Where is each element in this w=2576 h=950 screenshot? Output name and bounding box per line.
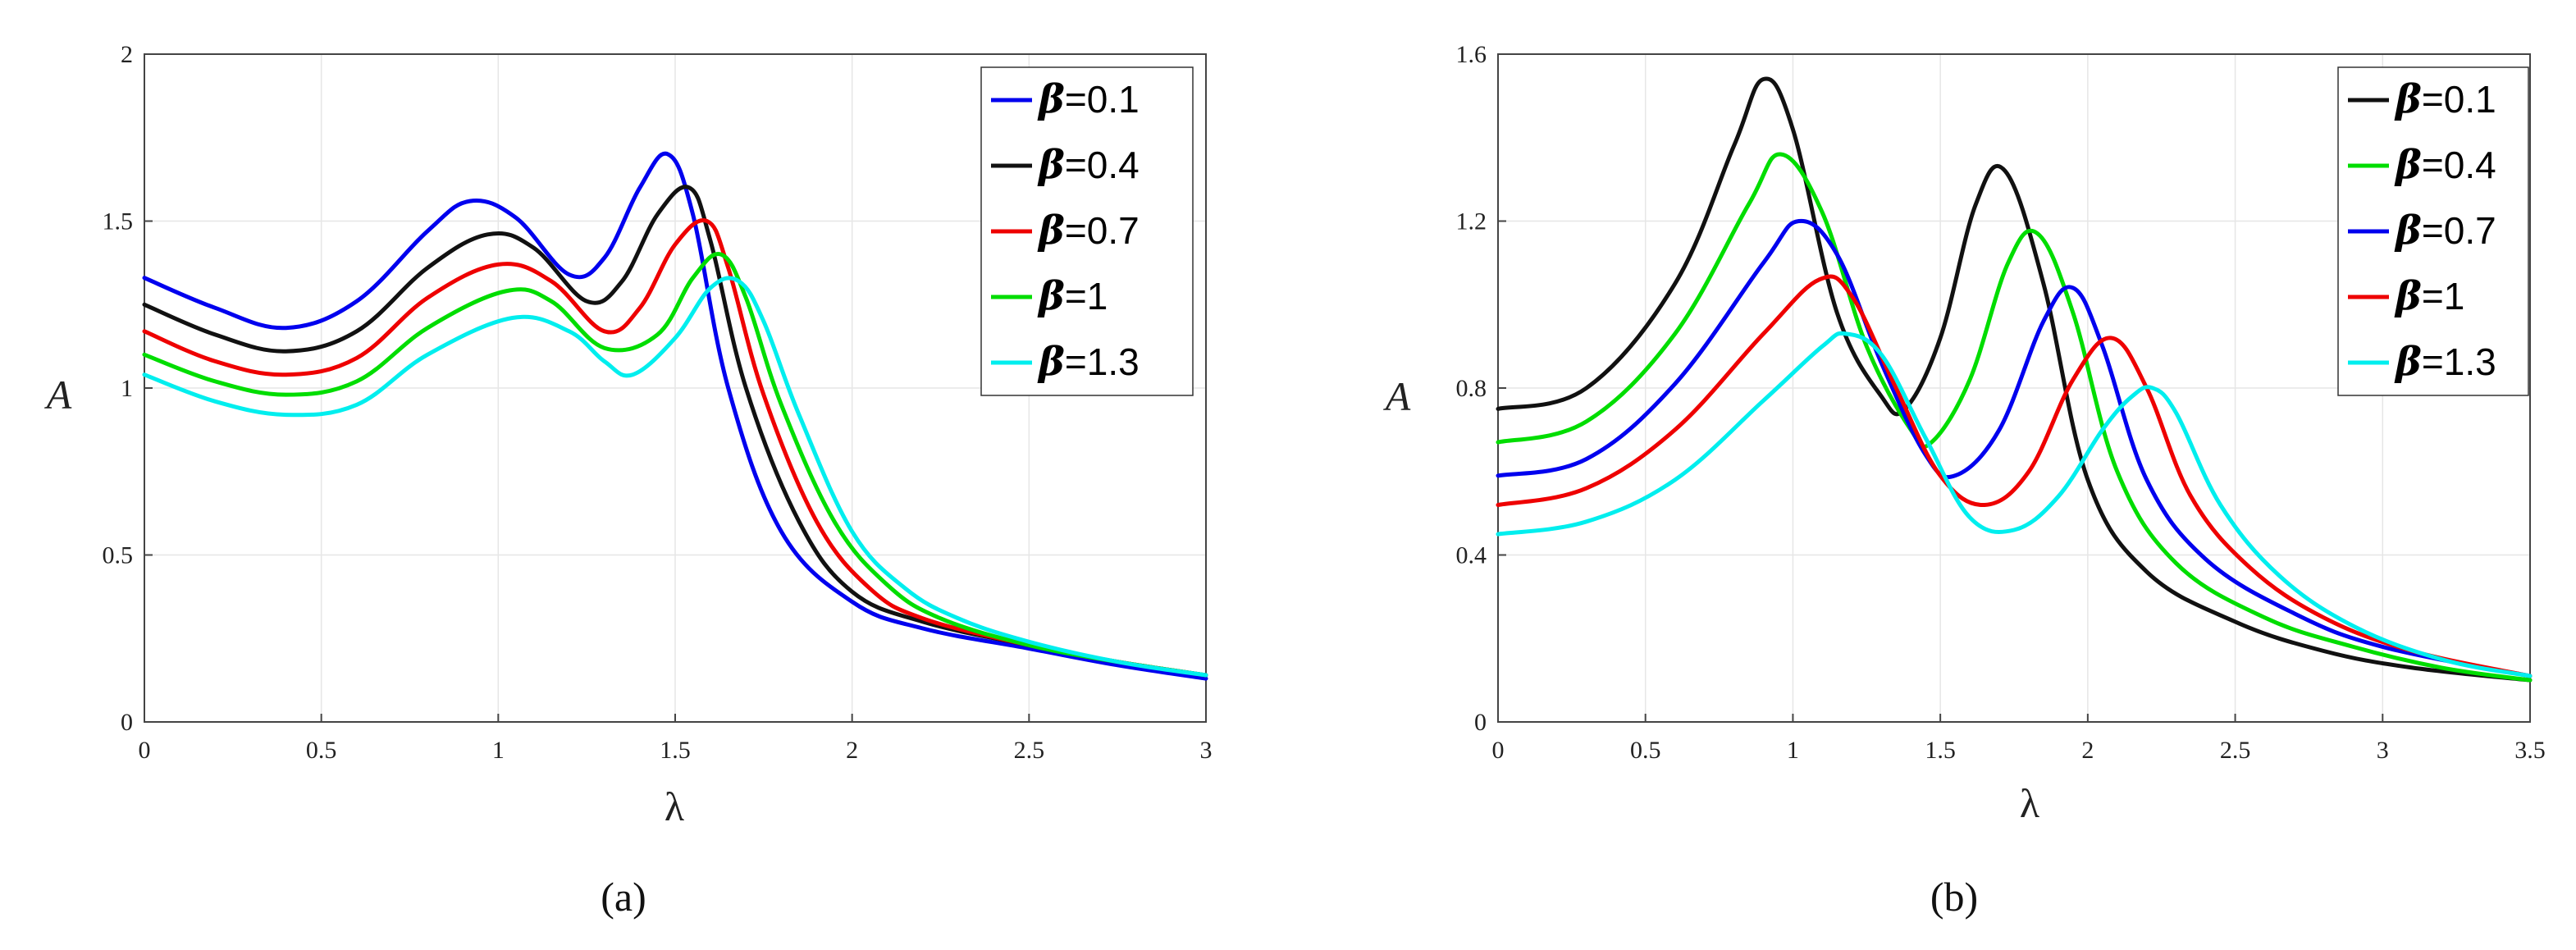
y-tick-label: 0.4	[1456, 542, 1487, 569]
legend-value: =0.4	[1065, 144, 1140, 186]
x-tick-label: 0.5	[306, 737, 337, 764]
legend-symbol: β	[1037, 273, 1065, 319]
x-tick-label: 0	[1492, 737, 1505, 764]
x-tick-label: 1	[492, 737, 505, 764]
ticks-a: 0 0.5 1 1.5 2 2.5 3 0 0.5 1 1.5 2	[103, 41, 1213, 764]
series-b	[1496, 76, 2533, 683]
ticks-b: 0 0.5 1 1.5 2 2.5 3 3.5 0 0.4 0.8 1.2 1.6	[1456, 41, 2546, 764]
legend-entry: β=1	[1037, 273, 1108, 319]
legend-entry: β=0.7	[2394, 208, 2496, 253]
series-line-2	[1496, 152, 2533, 683]
x-axis-label-b: λ	[2020, 780, 2039, 826]
y-tick-label: 2	[121, 41, 133, 68]
legend-symbol: β	[2394, 208, 2422, 253]
y-tick-label: 1.5	[103, 208, 134, 235]
series-line-1	[1496, 76, 2533, 683]
legend-entry: β=1	[2394, 273, 2464, 319]
x-tick-label: 0	[139, 737, 151, 764]
legend-symbol: β	[1037, 76, 1065, 122]
legend-entry: β=1.3	[2394, 339, 2496, 385]
x-tick-label: 2	[846, 737, 858, 764]
legend-symbol: β	[1037, 339, 1065, 385]
series-line-1	[142, 151, 1208, 681]
chart-panel-b: 0 0.5 1 1.5 2 2.5 3 3.500.40.81.21.6 λ A β=0.1β…	[1383, 41, 2546, 920]
y-tick-label: 1.2	[1456, 208, 1487, 235]
x-tick-label: 2.5	[2220, 737, 2251, 764]
legend-entry: β=0.4	[1037, 142, 1140, 188]
legend-value: =1.3	[1065, 340, 1140, 383]
legend-value: =0.7	[1065, 209, 1140, 252]
legend-value: =0.1	[1065, 78, 1140, 121]
x-axis-label-a: λ	[665, 783, 684, 829]
x-tick-label: 3	[2377, 737, 2389, 764]
legend-a: β=0.1β=0.4β=0.7β=1β=1.3	[980, 66, 1194, 396]
series-line-5	[142, 276, 1208, 678]
legend-entry: β=0.7	[1037, 208, 1140, 253]
legend-symbol: β	[2394, 273, 2422, 319]
y-tick-label: 0.8	[1456, 375, 1487, 402]
legend-entry: β=0.1	[2394, 76, 2496, 122]
legend-value: =1	[2422, 275, 2464, 317]
x-tick-label: 3	[1200, 737, 1213, 764]
legend-symbol: β	[2394, 76, 2422, 122]
legend-value: =0.7	[2422, 209, 2496, 252]
x-tick-label: 1.5	[1925, 737, 1956, 764]
series-line-5	[1496, 331, 2533, 678]
legend-symbol: β	[2394, 142, 2422, 188]
legend-b: β=0.1β=0.4β=0.7β=1β=1.3	[2337, 66, 2529, 396]
legend-entry: β=0.1	[1037, 76, 1140, 122]
series-line-2	[142, 185, 1208, 678]
y-tick-label: 0	[121, 709, 133, 736]
legend-symbol: β	[1037, 208, 1065, 253]
legend-entry: β=1.3	[1037, 339, 1140, 385]
y-tick-label: 1	[121, 375, 133, 402]
caption-a: (a)	[601, 874, 646, 920]
series-line-4	[1496, 274, 2533, 678]
legend-entry: β=0.4	[2394, 142, 2496, 188]
y-tick-label: 0	[1474, 709, 1487, 736]
y-axis-label-a: A	[44, 372, 72, 418]
legend-symbol: β	[2394, 339, 2422, 385]
legend-value: =0.1	[2422, 78, 2496, 121]
series-line-3	[1496, 218, 2533, 678]
y-tick-label: 1.6	[1456, 41, 1487, 68]
legend-value: =1	[1065, 275, 1108, 317]
y-tick-label: 0.5	[103, 542, 134, 569]
chart-panel-a: 0 0.5 1 1.5 2 2.5 300.511.52 λ A β=0.1β=0.4β=0…	[44, 41, 1213, 920]
series-a	[142, 151, 1208, 681]
legend-symbol: β	[1037, 142, 1065, 188]
series-line-3	[142, 218, 1208, 678]
y-axis-label-b: A	[1383, 373, 1411, 419]
x-tick-label: 1.5	[660, 737, 691, 764]
x-tick-label: 2	[2081, 737, 2094, 764]
legend-value: =1.3	[2422, 340, 2496, 383]
x-tick-label: 0.5	[1630, 737, 1661, 764]
series-line-4	[142, 251, 1208, 678]
caption-b: (b)	[1930, 874, 1978, 920]
legend-value: =0.4	[2422, 144, 2496, 186]
x-tick-label: 1	[1787, 737, 1799, 764]
x-tick-label: 2.5	[1014, 737, 1045, 764]
x-tick-label: 3.5	[2514, 737, 2546, 764]
